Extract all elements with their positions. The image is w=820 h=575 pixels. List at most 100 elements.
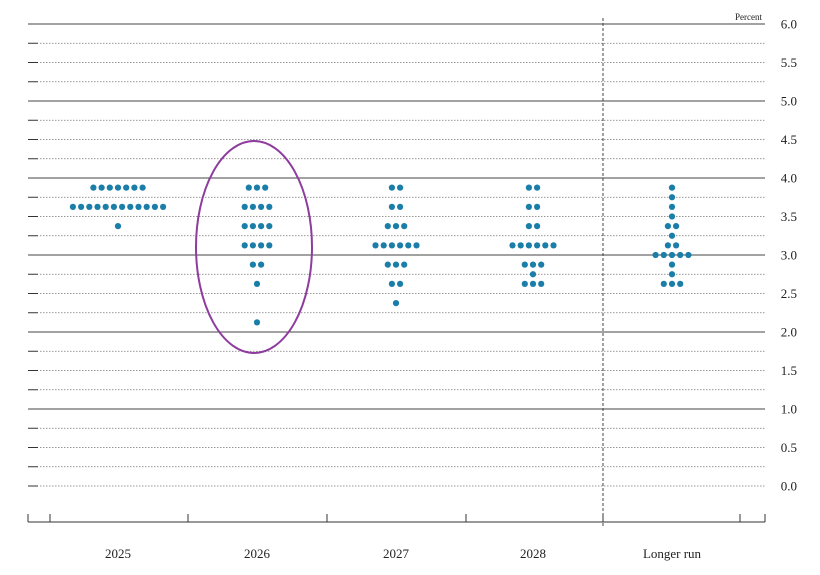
projection-dot [388,203,395,210]
y-tick-label: 3.0 [781,248,797,263]
x-category-label: 2025 [105,546,131,561]
projection-dot [521,280,528,287]
projection-dot [525,242,533,249]
x-axis [27,514,766,523]
projection-dot [253,184,261,191]
projection-dot [258,203,265,210]
projection-dot [249,223,256,230]
projection-dot [550,242,557,249]
projection-dot [668,184,676,191]
y-tick-label: 3.5 [781,209,797,224]
projection-dot [677,251,684,259]
projection-dot [127,203,134,210]
projection-dot [372,242,379,249]
projection-dot [262,184,269,191]
annotations [195,140,313,354]
y-tick-label: 0.0 [781,479,797,494]
projection-dot [94,203,101,210]
projection-dot [384,261,391,268]
projection-dot [258,223,265,230]
projection-dot [241,242,248,249]
projection-dot [114,184,122,191]
projection-dot [119,203,126,210]
projection-dot [668,251,676,259]
projection-dot [673,242,680,249]
projection-dot [534,242,541,249]
projection-dot [668,213,676,220]
grid-lines [28,23,765,487]
projection-dot [509,242,516,249]
projection-dot [249,261,256,268]
projection-dot [123,184,130,191]
unit-label: Percent [735,12,762,22]
projection-dot [266,203,273,210]
projection-dot [397,184,404,191]
projection-dot [668,261,676,268]
y-tick-label: 0.5 [781,440,797,455]
projection-dot [525,203,533,210]
y-tick-label: 5.0 [781,94,797,109]
y-tick-label: 6.0 [781,17,797,32]
projection-dot [664,223,672,230]
projection-dot [668,203,676,210]
projection-dot [253,319,261,326]
y-tick-label: 2.0 [781,325,797,340]
projection-dot [151,203,158,210]
projection-dot [405,242,412,249]
projection-dot [90,184,97,191]
projection-dot [538,261,545,268]
projection-dot [266,242,273,249]
projection-dot [388,280,395,287]
projection-dot [668,280,676,287]
projection-dot [529,271,537,278]
projection-dot [397,280,404,287]
projection-dot [131,184,138,191]
projection-dot [258,261,265,268]
projection-dot [660,251,667,259]
x-category-label: Longer run [643,546,702,561]
x-category-label: 2026 [244,546,271,561]
projection-dot [266,223,273,230]
projection-dot [253,280,261,287]
projection-dot [388,184,395,191]
projection-dot [392,300,400,307]
projection-dot [98,184,105,191]
projection-dot [677,280,684,287]
projection-dot [160,203,167,210]
projection-dot [652,251,659,259]
projection-dot [668,271,676,278]
projection-dot [245,184,252,191]
projection-dot [258,242,265,249]
projection-dot [538,280,545,287]
projection-dot [673,223,680,230]
projection-dot [78,203,85,210]
projection-dot [685,251,692,259]
projection-dot [664,242,672,249]
projection-dot [110,203,117,210]
projection-dot [529,261,537,268]
projection-dot [525,184,533,191]
projection-dot [384,223,391,230]
projection-dot [135,203,142,210]
y-tick-labels: 0.0 0.5 1.0 1.5 2.0 2.5 3.0 3.5 4.0 4.5 5.0 5.5 6.0 [781,17,797,494]
projection-dot [660,280,667,287]
projection-dot [401,223,408,230]
projection-dot [241,223,248,230]
x-category-labels: 2025 2026 2027 2028 Longer run [105,546,702,561]
projection-dot [668,194,676,201]
projection-dot [534,223,541,230]
projection-dot [106,184,113,191]
projection-dot [534,184,541,191]
highlight-ellipse [195,140,313,354]
y-tick-label: 1.5 [781,363,797,378]
x-category-label: 2027 [383,546,410,561]
projection-dots [69,184,692,326]
projection-dot [143,203,150,210]
projection-dot [249,203,256,210]
projection-dot [529,280,537,287]
y-tick-label: 5.5 [781,55,797,70]
y-tick-label: 4.0 [781,171,797,186]
projection-dot [542,242,549,249]
x-category-label: 2028 [520,546,546,561]
